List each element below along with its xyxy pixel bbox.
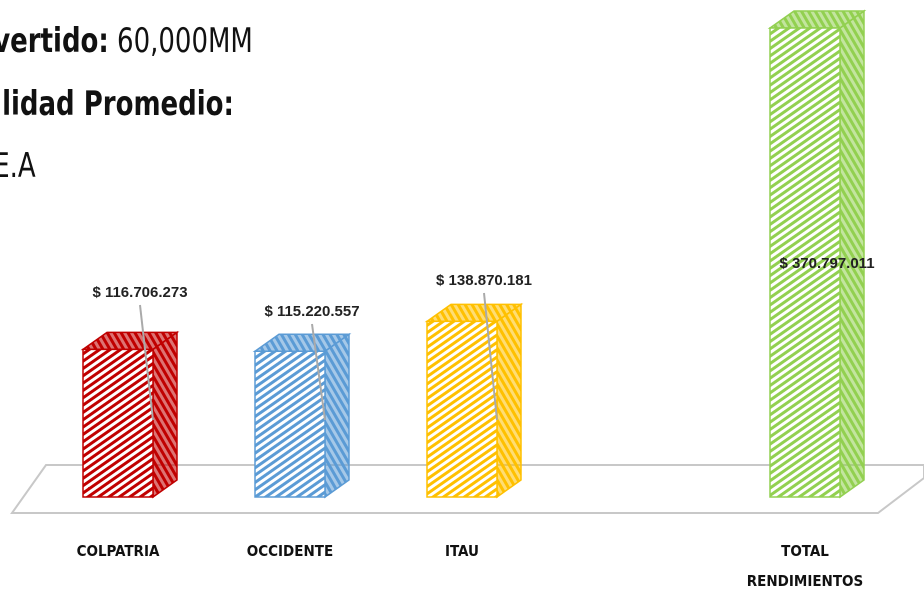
bar-front [769,27,841,498]
bar-side [496,302,522,499]
title-value: 60,000MM [117,22,253,61]
bar-side [152,330,178,499]
leader-line [483,292,498,421]
leader-line [139,304,154,421]
subtitle: ilidad Promedio: [0,85,234,124]
category-label: OCCIDENTE [247,542,333,560]
bar-front [426,320,498,498]
category-label: ITAU [445,542,479,560]
category-label: COLPATRIA [77,542,160,560]
category-line: RENDIMIENTOS [747,572,864,590]
value-label: $ 138.870.181 [436,272,532,289]
value-label: $ 115.220.557 [264,303,359,320]
bar-side [324,332,350,499]
category-line: COLPATRIA [77,542,160,560]
category-label: TOTAL RENDIMIENTOS [747,542,864,590]
value-label: $ 370.797.011 [779,255,874,272]
value-label: $ 116.706.273 [92,284,187,301]
bar-front [82,348,154,498]
bar-side [839,9,865,499]
category-line: OCCIDENTE [247,542,333,560]
category-line: TOTAL [781,542,829,560]
bar-front [254,350,326,498]
bar [767,9,867,499]
leader-line [311,323,326,421]
category-line: ITAU [445,542,479,560]
bar [424,302,524,499]
title: vertido: 60,000MM [0,22,253,61]
title-bold: vertido: [0,22,109,61]
note: E.A [0,147,36,186]
bar [80,330,180,499]
bar [252,332,352,499]
